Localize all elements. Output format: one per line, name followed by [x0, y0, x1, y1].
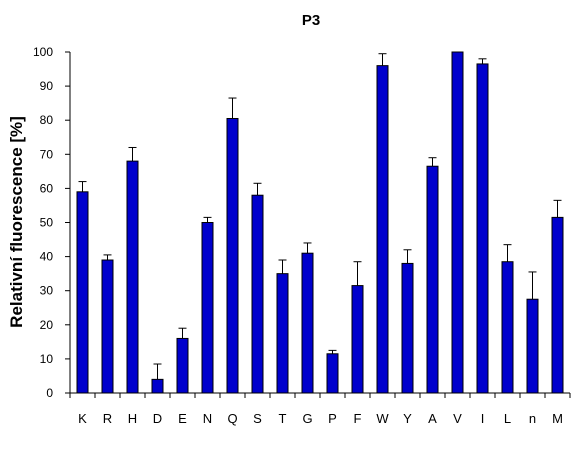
x-tick-label: L: [504, 411, 511, 426]
x-tick-label: V: [453, 411, 462, 426]
x-tick-label: G: [302, 411, 312, 426]
bar-D: [151, 378, 164, 394]
bar-S: [251, 194, 264, 394]
bar-R: [101, 259, 114, 394]
x-tick-label: I: [481, 411, 485, 426]
x-tick-label: F: [354, 411, 362, 426]
y-tick-label: 80: [40, 113, 54, 127]
x-tick-label: M: [552, 411, 563, 426]
x-tick-label: H: [128, 411, 137, 426]
bar-F: [351, 285, 364, 394]
x-tick-label: P: [328, 411, 337, 426]
y-tick-label: 90: [40, 79, 54, 93]
x-tick-label: D: [153, 411, 162, 426]
x-tick-label: N: [203, 411, 212, 426]
bar-K: [76, 191, 89, 394]
bar-G: [301, 252, 314, 394]
x-tick-label: Y: [403, 411, 412, 426]
chart-title: P3: [302, 12, 320, 29]
error-bars: [78, 51, 562, 380]
bar-L: [501, 261, 514, 394]
x-tick-label: S: [253, 411, 262, 426]
bar-W: [376, 65, 389, 394]
y-tick-label: 10: [40, 352, 54, 366]
bar-M: [551, 216, 564, 394]
y-tick-label: 0: [46, 386, 53, 400]
x-tick-label: W: [376, 411, 389, 426]
x-tick-label: n: [529, 411, 536, 426]
bar-E: [176, 337, 189, 394]
bar-I: [476, 63, 489, 394]
bar-V: [451, 51, 464, 394]
bar-Q: [226, 117, 239, 394]
x-tick-label: E: [178, 411, 187, 426]
y-tick-label: 40: [40, 250, 54, 264]
bar-T: [276, 273, 289, 394]
bar-n: [526, 298, 539, 394]
y-tick-label: 20: [40, 318, 54, 332]
x-tick-label: T: [279, 411, 287, 426]
bar-Y: [401, 262, 414, 394]
y-tick-label: 60: [40, 181, 54, 195]
y-tick-label: 50: [40, 216, 54, 230]
x-tick-label: R: [103, 411, 112, 426]
x-tick-label: K: [78, 411, 87, 426]
y-tick-label: 70: [40, 147, 54, 161]
bar-N: [201, 222, 214, 394]
y-axis: 0 10 20 30 40 50 60 70 80 90 100: [33, 45, 71, 400]
bar-P: [326, 353, 339, 394]
x-tick-label: Q: [227, 411, 237, 426]
x-tick-label: A: [428, 411, 437, 426]
y-tick-label: 100: [33, 45, 53, 59]
bar-H: [126, 160, 139, 394]
y-axis-label: Relativní fluorescence [%]: [7, 116, 26, 328]
bar-A: [426, 165, 439, 394]
y-tick-label: 30: [40, 284, 54, 298]
bars: [76, 51, 564, 394]
